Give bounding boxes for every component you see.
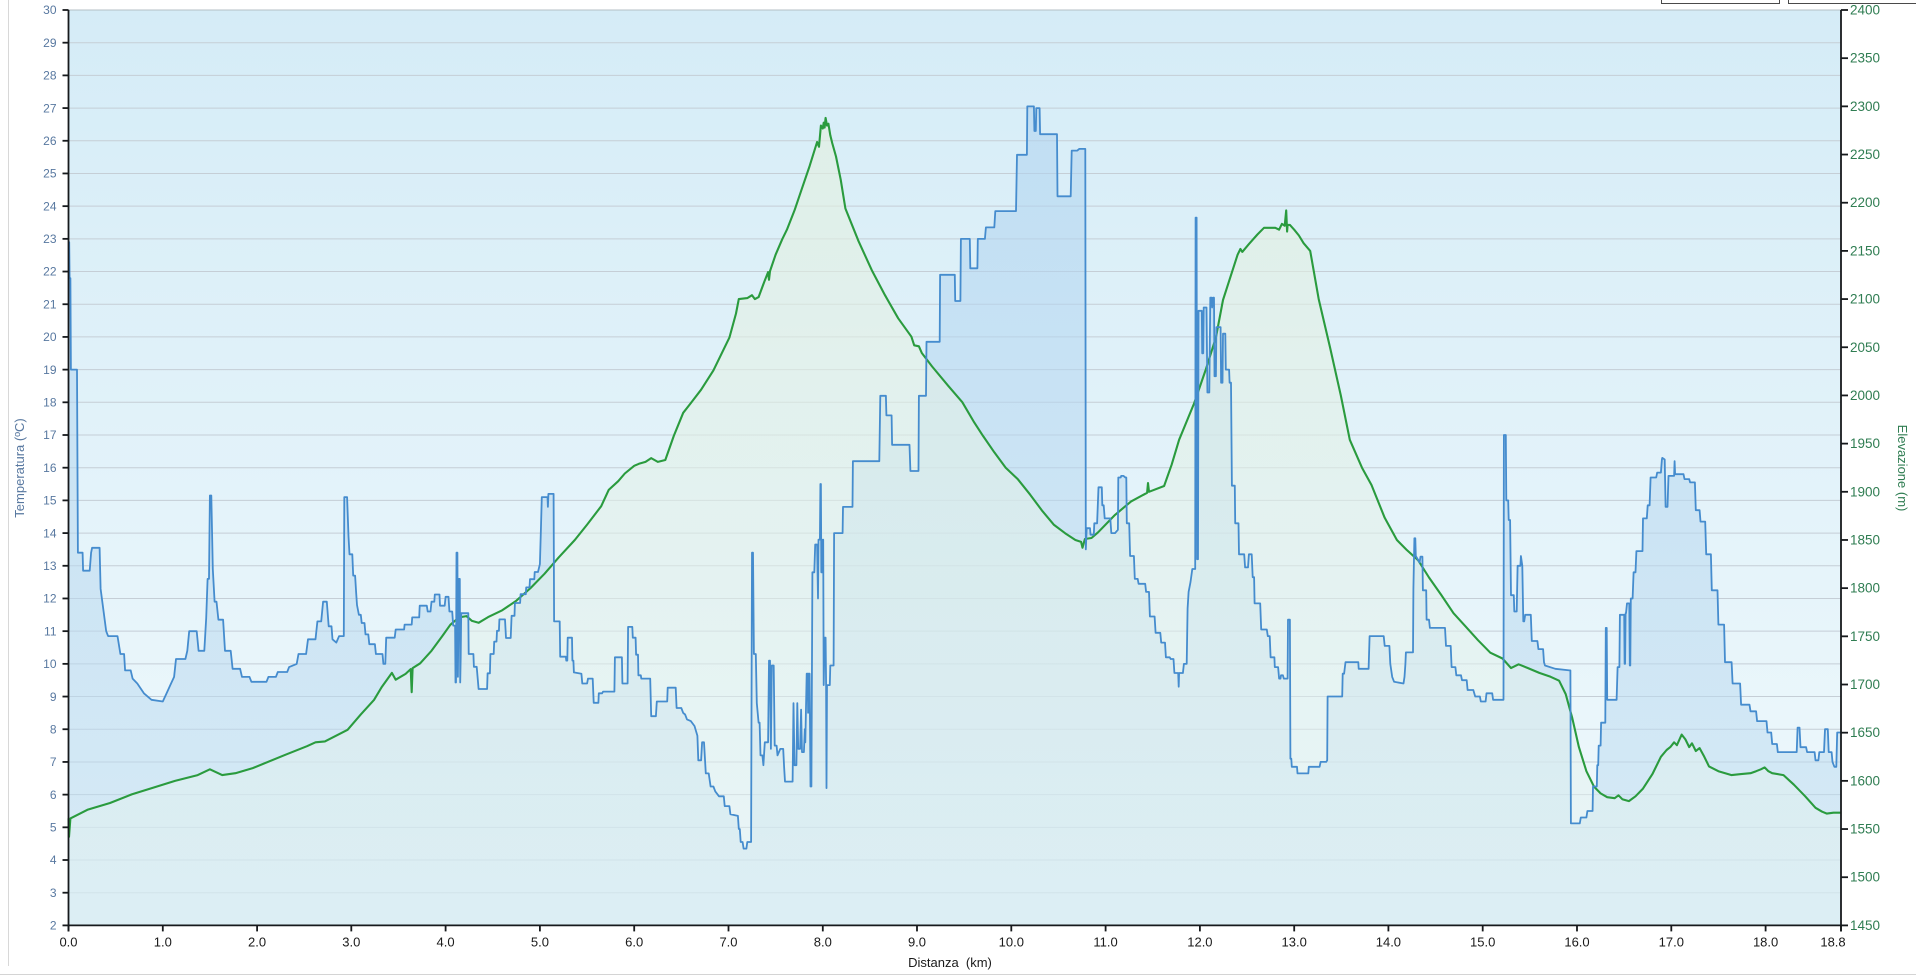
svg-text:17: 17 (43, 428, 57, 442)
svg-text:9.0: 9.0 (908, 934, 926, 949)
svg-text:13.0: 13.0 (1282, 934, 1307, 949)
svg-text:8.0: 8.0 (814, 934, 832, 949)
svg-text:6.0: 6.0 (625, 934, 643, 949)
svg-text:17.0: 17.0 (1659, 934, 1684, 949)
svg-text:23: 23 (43, 232, 57, 246)
svg-text:7.0: 7.0 (719, 934, 737, 949)
svg-text:2050: 2050 (1850, 340, 1880, 355)
svg-text:16: 16 (43, 461, 57, 475)
svg-text:1.0: 1.0 (154, 934, 172, 949)
svg-text:Distanza (km): Distanza (km) (908, 955, 992, 970)
svg-text:1900: 1900 (1850, 484, 1880, 499)
svg-text:16.0: 16.0 (1564, 934, 1589, 949)
svg-text:4.0: 4.0 (437, 934, 455, 949)
svg-text:Temperatura (ºC): Temperatura (ºC) (12, 418, 27, 517)
svg-text:1500: 1500 (1850, 870, 1880, 885)
svg-text:0.0: 0.0 (59, 934, 77, 949)
svg-text:2250: 2250 (1850, 147, 1880, 162)
svg-text:18.0: 18.0 (1753, 934, 1778, 949)
svg-text:2150: 2150 (1850, 243, 1880, 258)
svg-text:20: 20 (43, 330, 57, 344)
svg-text:15.0: 15.0 (1470, 934, 1495, 949)
svg-text:1750: 1750 (1850, 629, 1880, 644)
svg-text:2200: 2200 (1850, 195, 1880, 210)
svg-text:29: 29 (43, 36, 57, 50)
svg-text:11: 11 (44, 624, 57, 638)
svg-text:6: 6 (50, 788, 57, 802)
svg-text:2.0: 2.0 (248, 934, 266, 949)
svg-text:24: 24 (43, 199, 57, 213)
svg-text:Elevazione (m): Elevazione (m) (1895, 425, 1910, 512)
svg-text:15: 15 (43, 494, 57, 508)
svg-text:5: 5 (50, 821, 57, 835)
svg-text:13: 13 (43, 559, 57, 573)
svg-text:5.0: 5.0 (531, 934, 549, 949)
svg-text:19: 19 (43, 363, 57, 377)
svg-text:10.0: 10.0 (999, 934, 1024, 949)
svg-text:1850: 1850 (1850, 532, 1880, 547)
svg-text:2400: 2400 (1850, 3, 1880, 18)
svg-text:3.0: 3.0 (342, 934, 360, 949)
svg-text:2: 2 (50, 919, 57, 933)
svg-text:22: 22 (43, 265, 57, 279)
svg-text:7: 7 (50, 755, 57, 769)
svg-text:3: 3 (50, 886, 57, 900)
svg-text:10: 10 (43, 657, 57, 671)
svg-text:12.0: 12.0 (1187, 934, 1212, 949)
svg-text:2000: 2000 (1850, 388, 1880, 403)
svg-text:1800: 1800 (1850, 581, 1880, 596)
svg-text:8: 8 (50, 722, 57, 736)
svg-text:30: 30 (43, 3, 57, 17)
svg-text:21: 21 (43, 297, 57, 311)
svg-text:25: 25 (43, 167, 57, 181)
svg-text:2300: 2300 (1850, 99, 1880, 114)
svg-text:2100: 2100 (1850, 292, 1880, 307)
svg-text:9: 9 (50, 690, 57, 704)
svg-text:14.0: 14.0 (1376, 934, 1401, 949)
svg-text:1450: 1450 (1850, 918, 1880, 933)
svg-text:11.0: 11.0 (1093, 934, 1117, 949)
svg-text:1950: 1950 (1850, 436, 1880, 451)
svg-text:1550: 1550 (1850, 822, 1880, 837)
svg-text:1650: 1650 (1850, 725, 1880, 740)
svg-text:1700: 1700 (1850, 677, 1880, 692)
svg-text:4: 4 (50, 853, 57, 867)
svg-text:26: 26 (43, 134, 57, 148)
svg-text:12: 12 (43, 592, 57, 606)
svg-text:1600: 1600 (1850, 773, 1880, 788)
svg-text:18: 18 (43, 396, 57, 410)
svg-text:27: 27 (43, 101, 57, 115)
svg-text:18.8: 18.8 (1820, 934, 1845, 949)
svg-text:2350: 2350 (1850, 51, 1880, 66)
svg-text:14: 14 (43, 526, 57, 540)
svg-text:28: 28 (43, 69, 57, 83)
